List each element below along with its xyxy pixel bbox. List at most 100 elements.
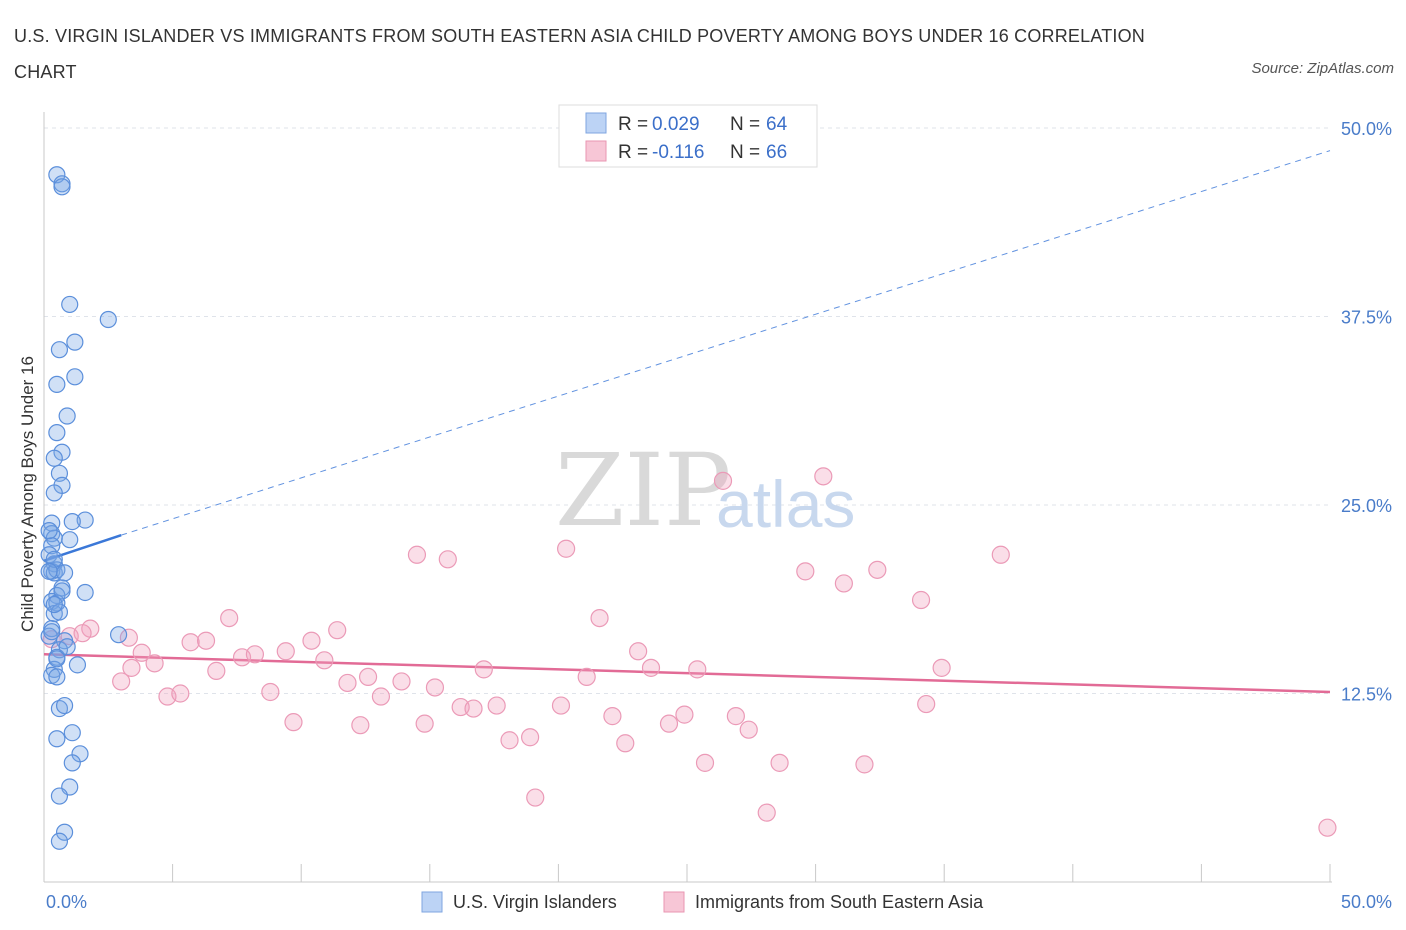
- series-virgin-islanders-points: [40, 166, 128, 850]
- point-blue-48: [48, 730, 66, 748]
- point-blue-19: [43, 525, 61, 543]
- point-blue-37: [40, 627, 58, 645]
- legend-n-label-1: N =: [730, 114, 760, 135]
- point-blue-44: [48, 668, 66, 686]
- point-pink-45: [641, 658, 661, 677]
- point-pink-34: [487, 696, 506, 715]
- legend-n-value-1: 64: [766, 114, 788, 135]
- point-blue-15: [45, 484, 63, 502]
- point-blue-17: [63, 512, 81, 531]
- bottom-legend-label-blue: U.S. Virgin Islanders: [453, 892, 617, 912]
- y-axis-tick-labels: 12.5% 25.0% 37.5% 50.0%: [1341, 119, 1392, 705]
- trend-line-pink: [43, 653, 1331, 694]
- point-pink-15: [245, 645, 265, 664]
- bottom-legend-swatch-blue: [421, 891, 443, 913]
- point-pink-25: [371, 687, 391, 706]
- x-axis-ticks: [43, 864, 1331, 882]
- point-blue-50: [63, 754, 81, 772]
- point-blue-8: [66, 368, 84, 386]
- point-pink-55: [796, 562, 815, 581]
- point-pink-7: [122, 658, 141, 677]
- point-pink-35: [500, 731, 519, 750]
- watermark-zip-text: ZIP: [555, 432, 731, 549]
- series-legend: U.S. Virgin Islanders Immigrants from So…: [421, 891, 984, 913]
- point-blue-16: [76, 511, 94, 529]
- point-pink-53: [757, 803, 776, 822]
- point-blue-60: [48, 650, 66, 668]
- point-pink-63: [991, 545, 1010, 564]
- y-tick-label-1: 25.0%: [1341, 496, 1392, 516]
- point-blue-7: [48, 375, 66, 393]
- point-blue-55: [40, 522, 58, 540]
- point-pink-41: [590, 608, 609, 628]
- legend-r-label-2: R =: [618, 142, 648, 163]
- point-blue-28: [55, 564, 74, 582]
- point-pink-9: [171, 684, 190, 703]
- point-pink-30: [438, 550, 457, 569]
- y-tick-label-3: 50.0%: [1341, 119, 1392, 139]
- point-pink-23: [351, 716, 370, 735]
- point-pink-33: [474, 660, 493, 679]
- point-pink-29: [425, 678, 445, 697]
- point-blue-9: [58, 407, 76, 425]
- point-blue-47: [63, 724, 81, 742]
- legend-swatch-blue: [585, 112, 607, 134]
- point-blue-53: [55, 823, 74, 841]
- point-blue-63: [45, 595, 63, 614]
- point-pink-5: [145, 654, 164, 673]
- y-tick-label-2: 37.5%: [1341, 308, 1392, 328]
- point-pink-24: [358, 667, 378, 687]
- point-blue-41: [68, 656, 87, 674]
- point-pink-43: [616, 734, 635, 753]
- trend-lines: [43, 150, 1331, 694]
- point-pink-6: [112, 672, 131, 691]
- point-pink-60: [911, 590, 931, 610]
- point-pink-27: [407, 545, 427, 564]
- legend-r-label-1: R =: [618, 114, 648, 135]
- x-tick-label-max: 50.0%: [1341, 892, 1392, 912]
- point-blue-12: [45, 449, 63, 467]
- chart-title: U.S. VIRGIN ISLANDER VS IMMIGRANTS FROM …: [14, 26, 1146, 82]
- point-pink-39: [557, 539, 576, 558]
- bottom-legend-swatch-pink: [663, 891, 685, 913]
- point-blue-52: [50, 787, 69, 805]
- point-blue-3: [61, 295, 79, 314]
- point-blue-4: [99, 310, 117, 329]
- bottom-legend-label-pink: Immigrants from South Eastern Asia: [695, 892, 984, 912]
- point-pink-22: [338, 673, 357, 693]
- point-blue-58: [43, 623, 61, 641]
- point-pink-12: [207, 661, 226, 680]
- point-pink-32: [464, 699, 483, 718]
- point-pink-40: [577, 667, 596, 687]
- point-pink-61: [917, 694, 936, 714]
- point-pink-52: [739, 720, 758, 739]
- point-blue-59: [53, 582, 71, 600]
- point-blue-54: [50, 832, 69, 850]
- correlation-legend: R = 0.029 N = 64 R = -0.116 N = 66: [558, 104, 818, 168]
- point-pink-36: [521, 728, 540, 747]
- trend-line-blue-dashed: [121, 150, 1331, 536]
- point-blue-46: [55, 696, 74, 715]
- point-blue-5: [66, 333, 84, 351]
- point-pink-38: [551, 696, 571, 715]
- point-blue-61: [58, 638, 76, 656]
- point-blue-31: [76, 583, 94, 602]
- point-pink-48: [688, 660, 707, 679]
- legend-n-label-2: N =: [730, 142, 760, 163]
- y-axis-title: Child Poverty Among Boys Under 16: [18, 356, 37, 632]
- point-pink-13: [220, 608, 239, 628]
- point-pink-64: [1318, 818, 1337, 837]
- point-pink-42: [603, 707, 622, 726]
- point-pink-54: [770, 753, 789, 772]
- point-pink-46: [659, 714, 679, 733]
- point-pink-49: [695, 753, 715, 772]
- point-pink-58: [855, 755, 874, 774]
- watermark-atlas-text: atlas: [716, 467, 855, 541]
- point-pink-21: [328, 621, 347, 640]
- point-pink-17: [276, 642, 295, 661]
- point-pink-4: [132, 643, 151, 662]
- point-pink-62: [932, 658, 951, 677]
- point-pink-44: [629, 642, 648, 661]
- point-pink-37: [526, 788, 545, 807]
